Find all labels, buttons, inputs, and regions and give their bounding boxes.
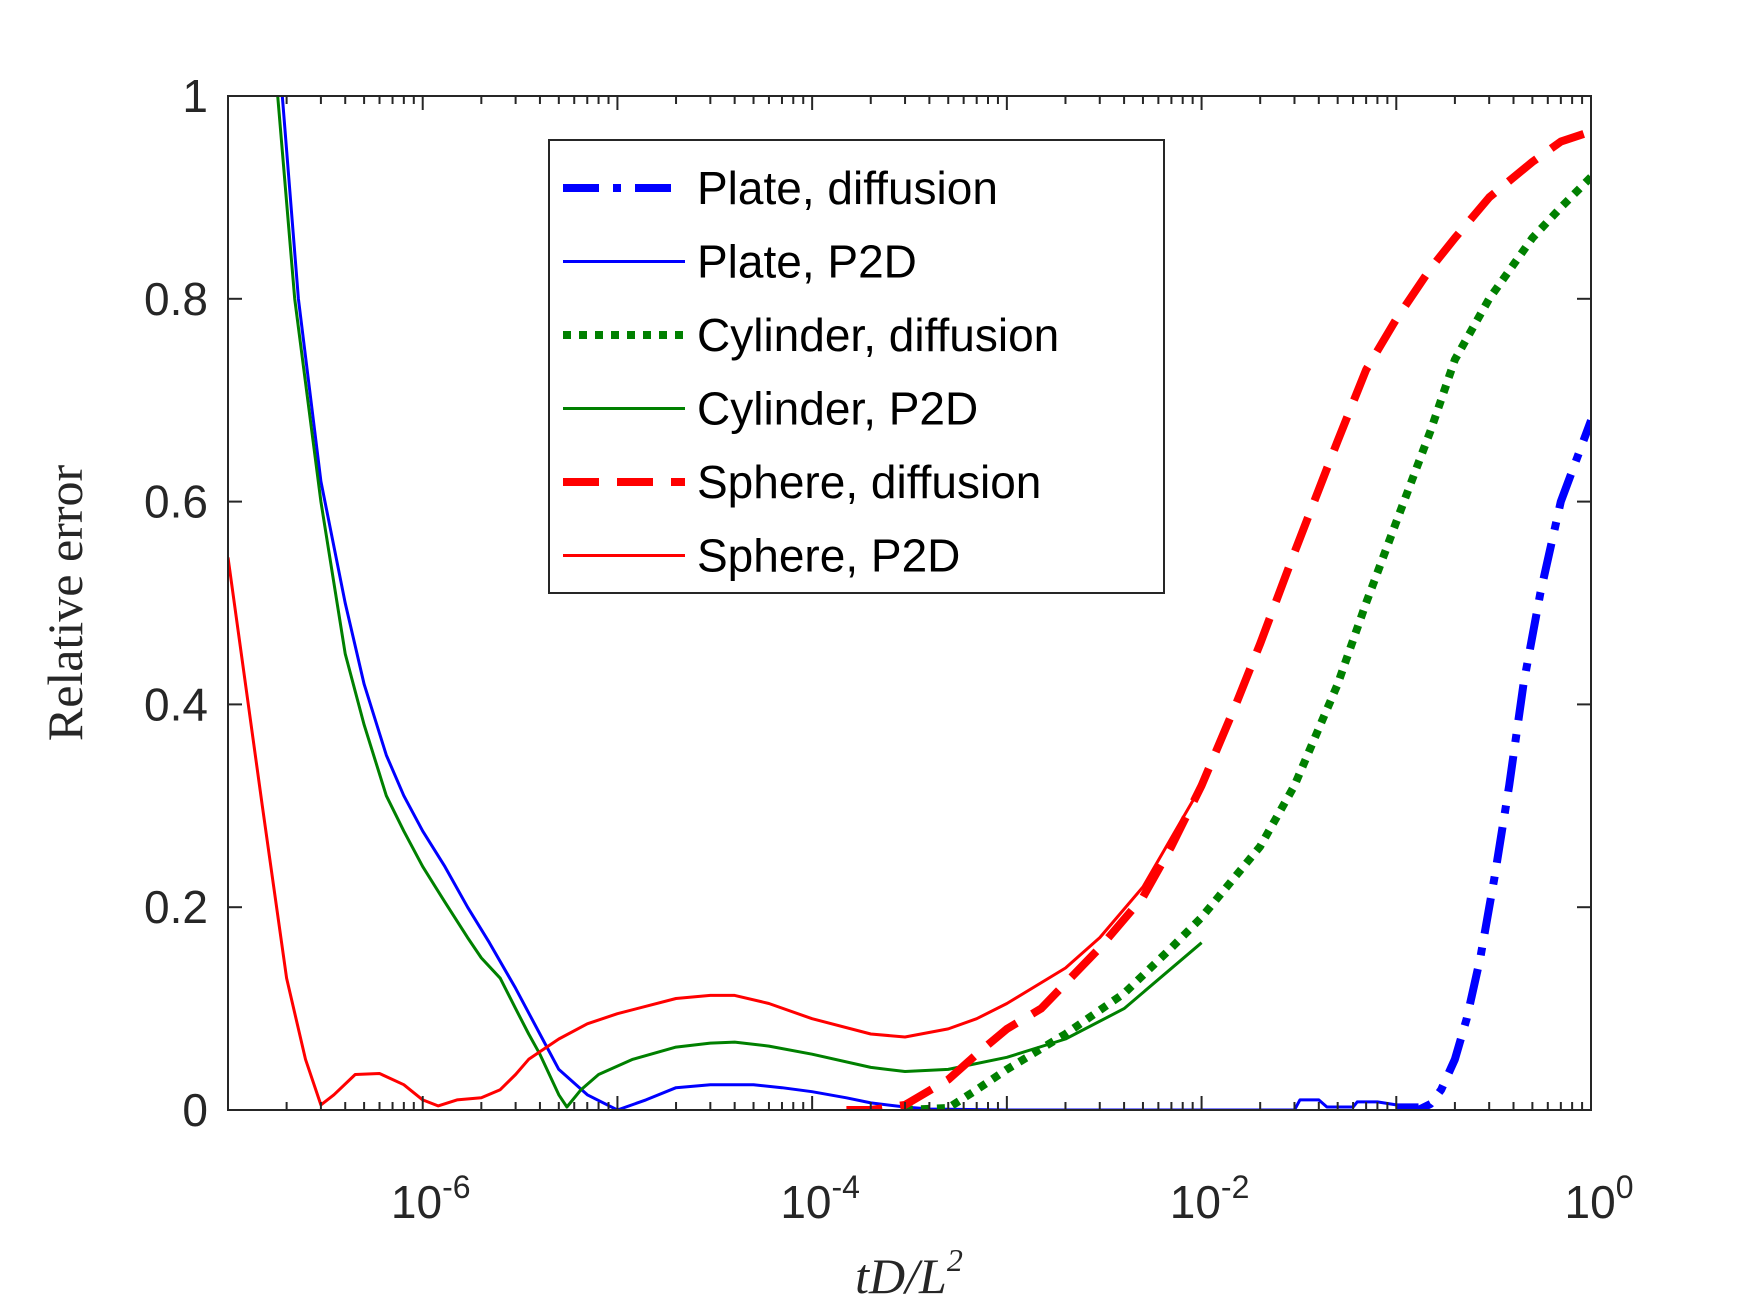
x-tick-label: 10-4 (780, 1169, 860, 1228)
x-tick-label: 10-2 (1170, 1169, 1250, 1228)
series-line-plate-diffusion (1396, 419, 1591, 1110)
y-tick-label: 0 (182, 1084, 208, 1136)
legend-entry-label: Plate, diffusion (697, 162, 998, 214)
x-tick-label: 10-6 (391, 1169, 471, 1228)
series-line-cylinder-diffusion (904, 174, 1591, 1110)
legend-entry-label: Sphere, diffusion (697, 456, 1041, 508)
y-tick-label: 0.4 (144, 678, 208, 730)
x-axis-label: tD/L2 (855, 1242, 963, 1304)
series-layer (228, 96, 1591, 1110)
legend-entry-label: Cylinder, diffusion (697, 309, 1059, 361)
legend-entry-label: Cylinder, P2D (697, 383, 978, 435)
plot-frame (227, 95, 1592, 1111)
legend-box (548, 139, 1165, 594)
series-line-cylinder-p2d (276, 96, 1203, 1109)
legend-entry-label: Plate, P2D (697, 236, 917, 288)
y-tick-label: 0.8 (144, 273, 208, 325)
legend: Plate, diffusion Plate, P2D Cylinder, diff… (548, 139, 1165, 594)
series-line-sphere-p2d (228, 557, 1203, 1108)
legend-entry-label: Sphere, P2D (697, 530, 960, 582)
ticks-layer: 10-6 10-4 10-2 100 0 0.2 0.4 0.6 0.8 1 (144, 70, 1633, 1228)
y-tick-label: 0.2 (144, 881, 208, 933)
x-tick-label: 100 (1565, 1169, 1634, 1228)
y-tick-label: 1 (182, 70, 208, 122)
series-line-plate-p2d (280, 96, 1419, 1110)
series-line-sphere-diffusion (846, 127, 1591, 1110)
y-tick-label: 0.6 (144, 476, 208, 528)
y-axis-label: Relative error (37, 465, 93, 742)
